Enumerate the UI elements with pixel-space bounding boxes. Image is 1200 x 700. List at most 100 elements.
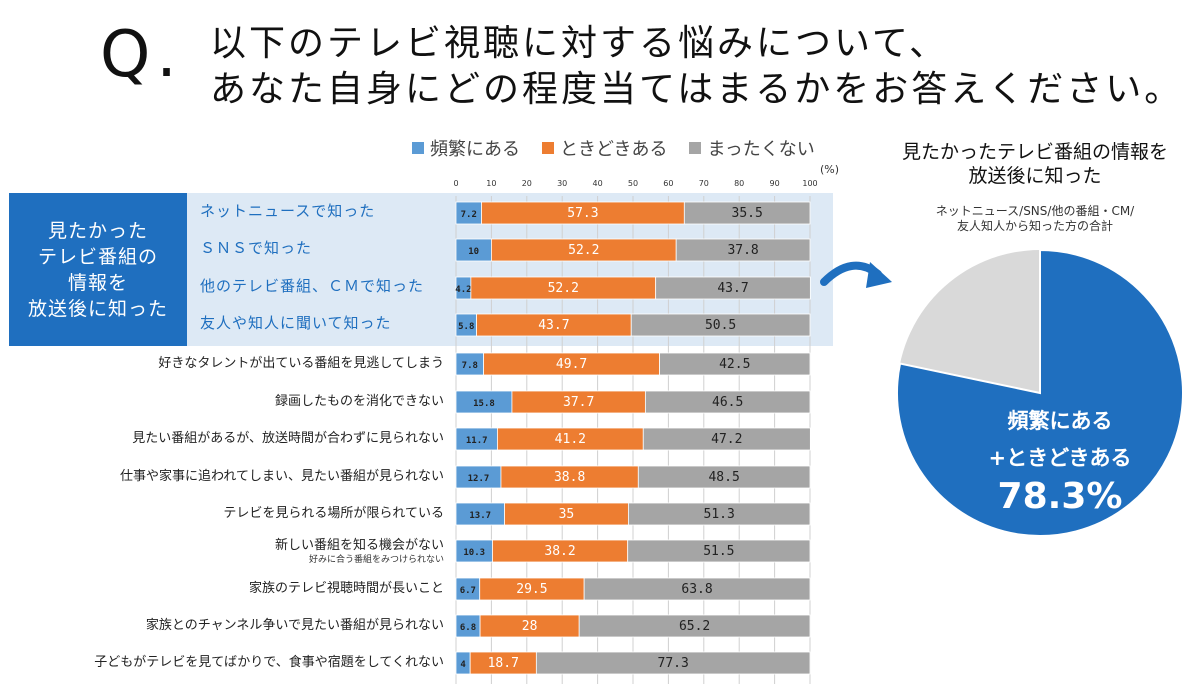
bar-data-label: 12.7 — [468, 474, 490, 484]
legend-swatch-frequent — [412, 142, 424, 154]
category-label-text: ＳＮＳで知った — [200, 239, 313, 257]
category-label: 家族とのチャンネル争いで見たい番組が見られない — [146, 618, 444, 633]
bar-data-label: 10.3 — [463, 548, 485, 558]
bar-data-label: 49.7 — [556, 357, 587, 372]
bar-data-label: 77.3 — [658, 656, 689, 671]
category-label: 友人や知人に聞いて知った — [200, 316, 392, 331]
bar-data-label: 43.7 — [717, 281, 748, 296]
bar-data-label: 38.2 — [544, 544, 575, 559]
question-line-2: あなた自身にどの程度当てはまるかをお答えください。 — [210, 69, 1184, 110]
x-tick-label: 0 — [453, 179, 458, 188]
bar-data-label: 13.7 — [469, 511, 491, 521]
category-label-text: 家族とのチャンネル争いで見たい番組が見られない — [145, 618, 444, 633]
x-tick-label: 90 — [770, 179, 780, 188]
legend-label-frequent: 頻繁にある — [430, 139, 520, 160]
question-line-1: 以下のテレビ視聴に対する悩みについて、 — [210, 23, 949, 64]
bar-data-label: 6.8 — [460, 623, 476, 633]
bar-data-label: 7.2 — [461, 210, 477, 220]
pie-percent-value: 78.3% — [997, 476, 1123, 517]
bar-data-label: 5.8 — [458, 322, 474, 332]
category-label-text: 友人や知人に聞いて知った — [200, 314, 392, 332]
category-label-text: テレビを見られる場所が限られている — [223, 506, 444, 521]
legend-label-never: まったくない — [707, 139, 815, 160]
pie-text-sometimes: +ときどきある — [988, 446, 1132, 470]
category-label: 他のテレビ番組、ＣＭで知った — [200, 279, 424, 294]
x-tick-label: 10 — [486, 179, 496, 188]
category-label: テレビを見られる場所が限られている — [223, 506, 444, 521]
stacked-bar-chart: 0 10 20 30 40 50 60 70 80 90 100 7.2 57.3 35.5 10 52.2 3… — [453, 179, 818, 684]
group-label-text: 見たかった テレビ番組の 情報を 放送後に知った — [27, 219, 168, 320]
bar-data-label: 35.5 — [732, 206, 763, 221]
category-label-text: 仕事や家事に追われてしまい、見たい番組が見られない — [120, 469, 444, 484]
bar-data-label: 4.2 — [455, 285, 471, 295]
category-label-text: 子どもがテレビを見てばかりで、食事や宿題をしてくれない — [94, 655, 444, 670]
group-label-box: 見たかった テレビ番組の 情報を 放送後に知った — [9, 193, 187, 346]
bar-data-label: 29.5 — [516, 582, 547, 597]
bar-data-label: 57.3 — [567, 206, 598, 221]
category-label-text: ネットニュースで知った — [200, 202, 376, 220]
bar-segment-never — [583, 577, 811, 601]
category-label-text: 録画したものを消化できない — [274, 394, 444, 409]
bar-data-label: 6.7 — [460, 586, 476, 596]
x-tick-label: 100 — [802, 179, 817, 188]
pie-slice-main — [896, 248, 1184, 537]
bar-data-label: 41.2 — [555, 432, 586, 447]
bar-segment-never — [655, 276, 811, 300]
x-tick-label: 70 — [699, 179, 709, 188]
pie-chart — [896, 248, 1184, 537]
category-label: ＳＮＳで知った — [200, 241, 312, 256]
category-label: 新しい番組を知る機会がない好みに合う番組をみつけられない — [275, 538, 444, 568]
category-label-text: 好きなタレントが出ている番組を見逃してしまう — [158, 356, 444, 371]
category-label: 録画したものを消化できない — [275, 394, 444, 409]
category-label-text: 家族のテレビ視聴時間が長いこと — [248, 581, 444, 596]
bar-data-label: 46.5 — [712, 395, 743, 410]
bar-data-label: 35 — [559, 507, 575, 522]
legend-item-never: まったくない — [689, 135, 815, 161]
bar-segment-never — [644, 390, 811, 414]
bar-data-label: 37.7 — [563, 395, 594, 410]
category-sublabel-text: 好みに合う番組をみつけられない — [308, 555, 444, 565]
category-label: 好きなタレントが出ている番組を見逃してしまう — [158, 356, 444, 371]
category-label: 子どもがテレビを見てばかりで、食事や宿題をしてくれない — [94, 655, 444, 670]
curved-arrow-icon — [820, 261, 892, 288]
bar-segment-never — [627, 539, 811, 563]
bar-segment-never — [642, 427, 811, 451]
bar-data-label: 28 — [522, 619, 538, 634]
x-tick-label: 40 — [593, 179, 603, 188]
category-label-text: 新しい番組を知る機会がない — [274, 538, 444, 553]
bar-data-label: 7.8 — [462, 361, 478, 371]
legend-item-sometimes: ときどきある — [542, 135, 667, 161]
category-label: 見たい番組があるが、放送時間が合わずに見られない — [132, 431, 444, 446]
pie-note: ネットニュース/SNS/他の番組・CM/ 友人知人から知った方の合計 — [935, 204, 1135, 233]
x-tick-label: 50 — [628, 179, 638, 188]
bar-segment-never — [637, 465, 811, 489]
legend-label-sometimes: ときどきある — [560, 139, 668, 160]
x-tick-label: 30 — [557, 179, 567, 188]
bar-segment-never — [630, 313, 811, 337]
bar-data-label: 37.8 — [727, 243, 758, 258]
category-label-text: 他のテレビ番組、ＣＭで知った — [200, 277, 425, 295]
chart-legend: 頻繁にある ときどきある まったくない — [412, 135, 815, 161]
question-mark: Q. — [100, 18, 183, 92]
pie-text-frequent: 頻繁にある — [1007, 409, 1113, 433]
bar-data-label: 51.5 — [703, 544, 734, 559]
bar-data-label: 10 — [468, 247, 479, 257]
bar-segment-never — [683, 201, 811, 225]
bar-data-label: 15.8 — [473, 399, 495, 409]
x-tick-label: 80 — [734, 179, 744, 188]
category-label-text: 見たい番組があるが、放送時間が合わずに見られない — [132, 431, 444, 446]
bar-data-label: 52.2 — [548, 281, 579, 296]
bar-data-label: 51.3 — [704, 507, 735, 522]
bar-segment-never — [535, 651, 811, 675]
x-tick-label: 60 — [663, 179, 673, 188]
bar-data-label: 65.2 — [679, 619, 710, 634]
legend-swatch-sometimes — [542, 142, 554, 154]
bar-data-label: 38.8 — [554, 470, 585, 485]
percent-unit-label: (%) — [820, 163, 840, 176]
bar-data-label: 43.7 — [538, 318, 569, 333]
bar-data-label: 52.2 — [568, 243, 599, 258]
bar-data-label: 47.2 — [711, 432, 742, 447]
bar-data-label: 50.5 — [705, 318, 736, 333]
category-label: 仕事や家事に追われてしまい、見たい番組が見られない — [120, 469, 444, 484]
bar-data-label: 48.5 — [708, 470, 739, 485]
